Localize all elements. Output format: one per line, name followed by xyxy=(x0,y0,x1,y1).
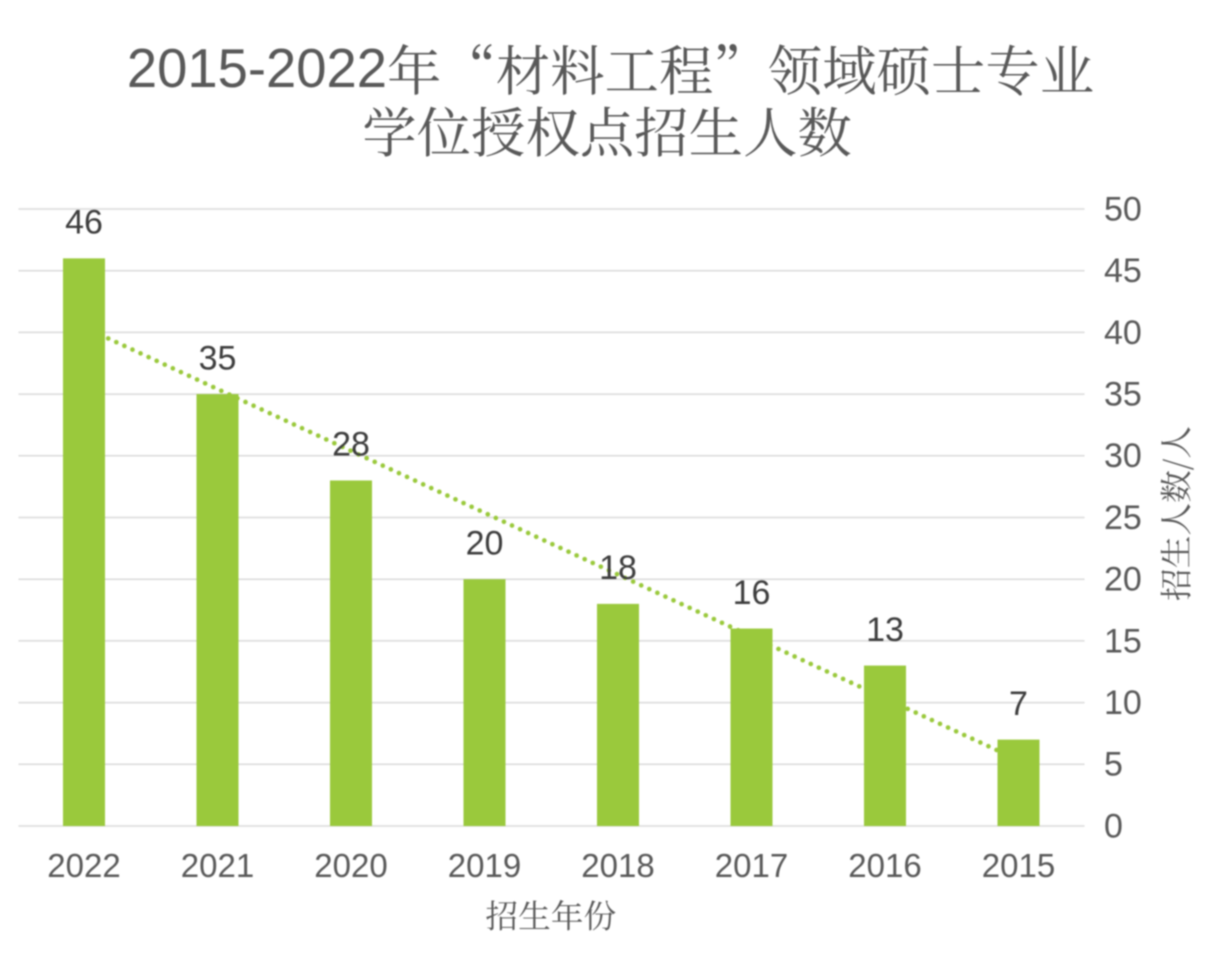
svg-text:2021: 2021 xyxy=(181,847,254,884)
svg-text:15: 15 xyxy=(1104,622,1142,660)
svg-text:16: 16 xyxy=(733,574,771,612)
svg-text:25: 25 xyxy=(1104,499,1142,537)
svg-text:13: 13 xyxy=(866,611,904,649)
svg-text:50: 50 xyxy=(1104,190,1142,228)
svg-text:45: 45 xyxy=(1104,252,1142,290)
svg-text:20: 20 xyxy=(1104,561,1142,599)
svg-text:5: 5 xyxy=(1104,746,1123,784)
svg-text:2017: 2017 xyxy=(715,847,788,884)
svg-text:7: 7 xyxy=(1009,685,1028,723)
svg-text:2019: 2019 xyxy=(448,847,521,884)
svg-text:18: 18 xyxy=(599,549,637,587)
svg-text:10: 10 xyxy=(1104,684,1142,722)
svg-text:2015-2022: 2015-2022 xyxy=(127,38,387,99)
svg-text:2018: 2018 xyxy=(581,847,654,884)
svg-text:2020: 2020 xyxy=(314,847,387,884)
svg-text:46: 46 xyxy=(65,204,103,242)
svg-text:28: 28 xyxy=(332,426,370,464)
svg-text:30: 30 xyxy=(1104,437,1142,475)
svg-text:0: 0 xyxy=(1104,807,1123,845)
svg-text:40: 40 xyxy=(1104,314,1142,352)
svg-text:20: 20 xyxy=(466,524,504,562)
svg-text:35: 35 xyxy=(1104,376,1142,414)
svg-text:2022: 2022 xyxy=(47,847,120,884)
svg-text:2016: 2016 xyxy=(848,847,921,884)
svg-text:2015: 2015 xyxy=(982,847,1055,884)
svg-text:35: 35 xyxy=(199,339,237,377)
